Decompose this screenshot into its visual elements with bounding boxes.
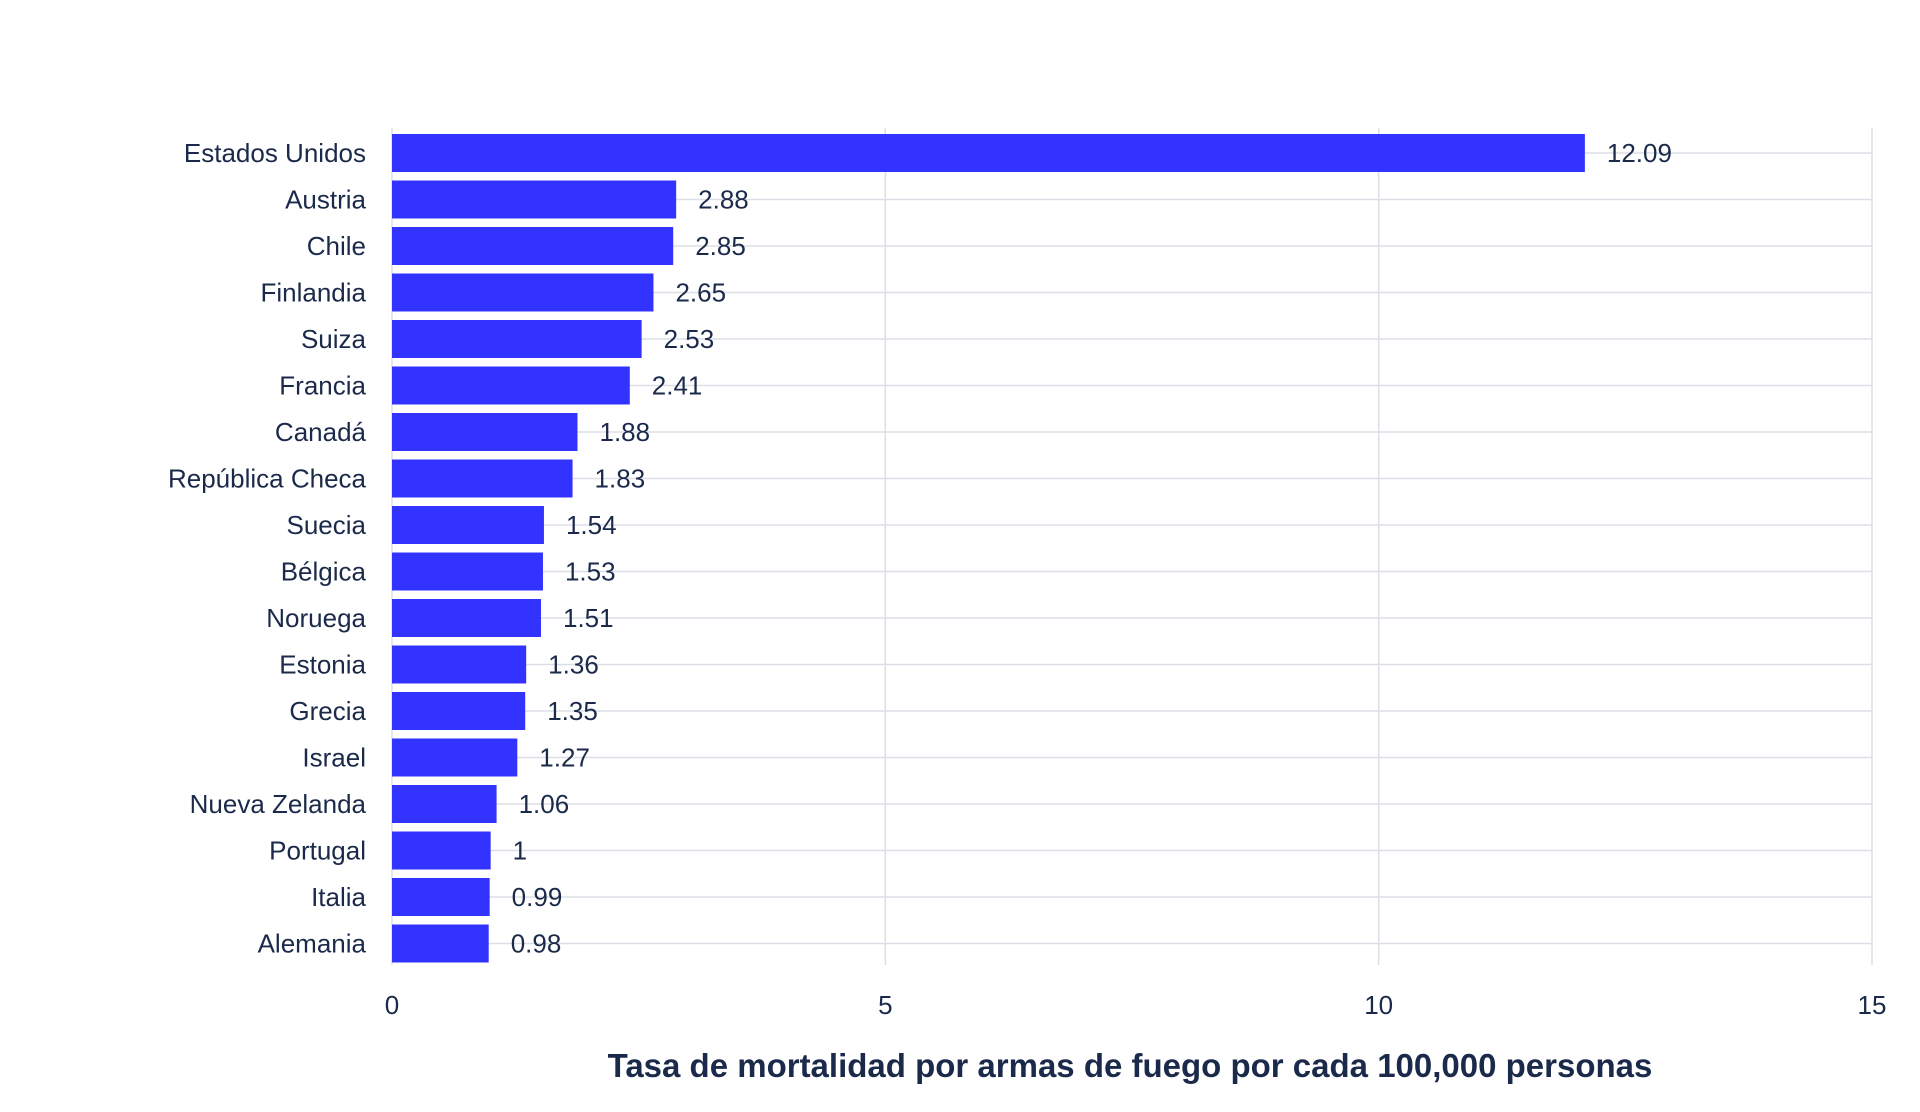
- value-label: 2.88: [698, 185, 749, 215]
- category-labels: Estados Unidos Austria Chile Finlandia Suiza…: [168, 138, 367, 959]
- value-label: 1.27: [539, 743, 590, 773]
- value-label: 0.98: [511, 929, 562, 959]
- value-label: 1.88: [599, 417, 650, 447]
- category-label: Bélgica: [281, 557, 367, 587]
- category-label: Francia: [279, 371, 366, 401]
- category-label: Canadá: [275, 417, 367, 447]
- bar: [392, 320, 642, 358]
- x-tick-label: 5: [878, 990, 892, 1020]
- category-label: Italia: [311, 882, 366, 912]
- category-label: República Checa: [168, 464, 367, 494]
- bar: [392, 831, 491, 870]
- category-label: Alemania: [258, 929, 367, 959]
- category-label: Noruega: [266, 603, 366, 633]
- value-label: 1.06: [519, 789, 570, 819]
- category-label: Austria: [285, 185, 366, 215]
- value-label: 2.41: [652, 371, 703, 401]
- bar: [392, 273, 654, 312]
- value-label: 2.65: [675, 278, 726, 308]
- value-label: 1: [513, 836, 527, 866]
- bar: [392, 924, 489, 963]
- value-label: 2.53: [664, 324, 715, 354]
- value-label: 1.53: [565, 557, 616, 587]
- category-label: Israel: [302, 743, 366, 773]
- value-label: 1.83: [595, 464, 646, 494]
- category-label: Estonia: [279, 650, 366, 680]
- bar: [392, 413, 578, 451]
- value-label: 1.54: [566, 510, 617, 540]
- x-axis-title: Tasa de mortalidad por armas de fuego po…: [608, 1047, 1653, 1084]
- category-label: Finlandia: [260, 278, 366, 308]
- value-labels: 12.09 2.88 2.85 2.65 2.53 2.411.88 1.83 1.54 1.5…: [511, 138, 1672, 959]
- value-label: 1.51: [563, 603, 614, 633]
- category-label: Suiza: [301, 324, 367, 354]
- bars-layer: [392, 134, 1585, 963]
- category-label: Grecia: [289, 696, 366, 726]
- value-label: 1.35: [547, 696, 598, 726]
- bar: [392, 692, 526, 730]
- value-label: 1.36: [548, 650, 599, 680]
- category-label: Portugal: [269, 836, 366, 866]
- category-label: Chile: [307, 231, 366, 261]
- bar: [392, 599, 541, 637]
- bar: [392, 878, 490, 916]
- x-tick-label: 0: [385, 990, 399, 1020]
- category-label: Nueva Zelanda: [190, 789, 367, 819]
- value-label: 2.85: [695, 231, 746, 261]
- bar: [392, 738, 518, 777]
- x-axis-ticks: 0 5 10 15: [385, 990, 1887, 1020]
- category-label: Suecia: [287, 510, 367, 540]
- value-label: 12.09: [1607, 138, 1672, 168]
- x-tick-label: 15: [1858, 990, 1887, 1020]
- bar: [392, 366, 630, 405]
- category-label: Estados Unidos: [184, 138, 366, 168]
- bar: [392, 180, 677, 219]
- value-label: 0.99: [512, 882, 563, 912]
- bar: [392, 552, 543, 591]
- bar: [392, 785, 497, 823]
- bar: [392, 506, 544, 544]
- bar: [392, 134, 1585, 172]
- bar: [392, 645, 527, 684]
- bar: [392, 459, 573, 498]
- bar: [392, 227, 674, 265]
- x-tick-label: 10: [1364, 990, 1393, 1020]
